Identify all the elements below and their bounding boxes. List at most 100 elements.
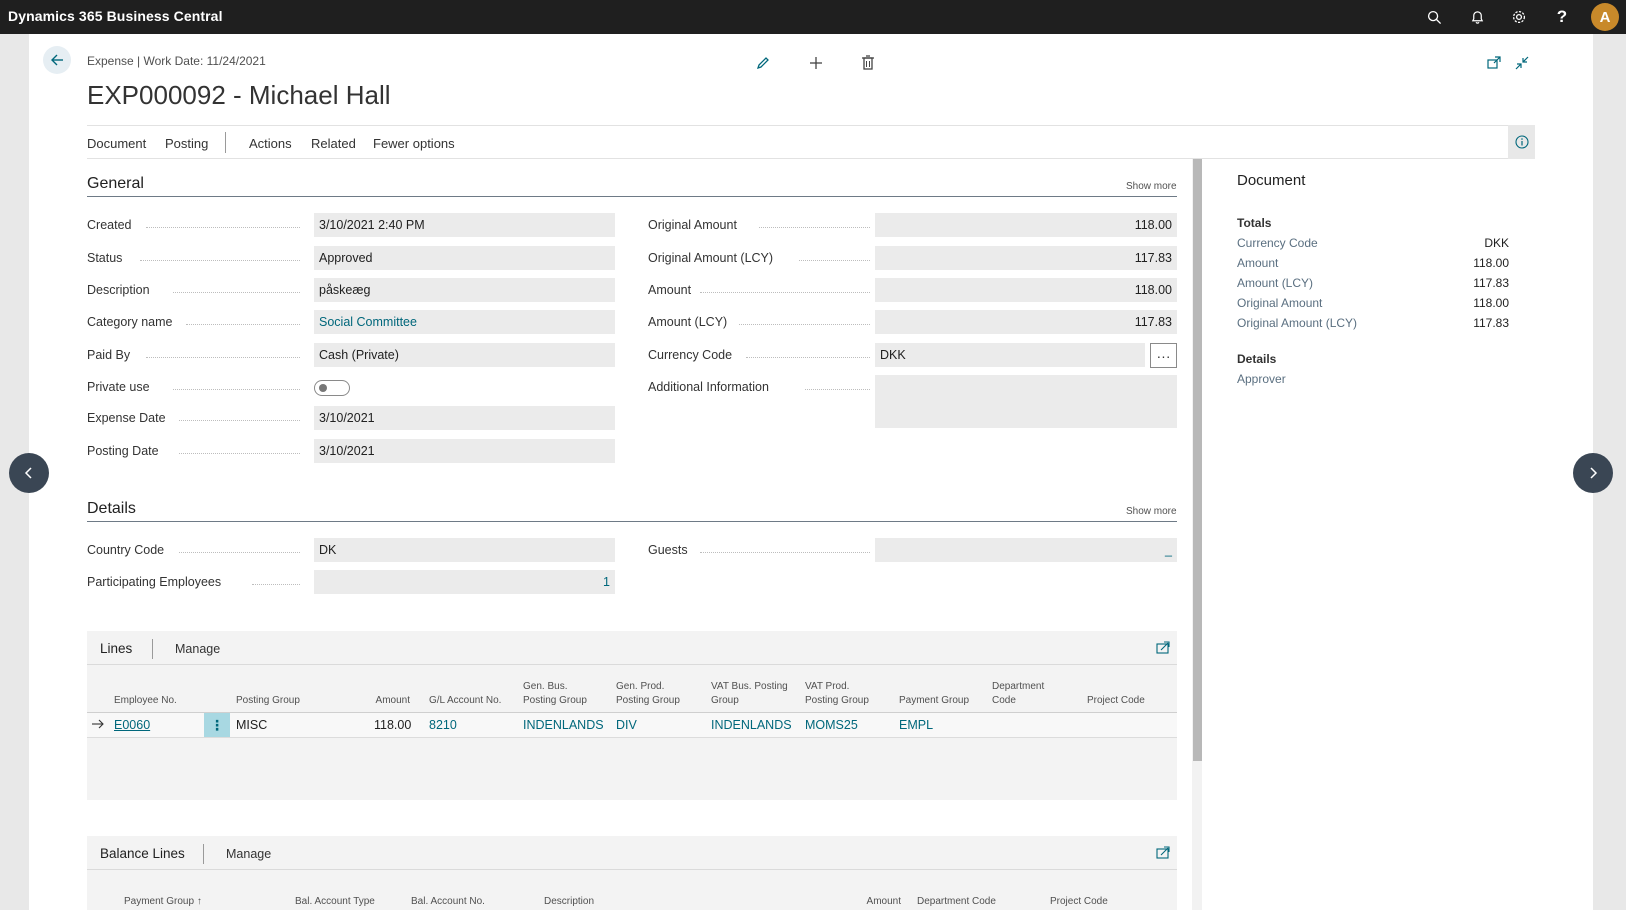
factbox-value[interactable]: 117.83 bbox=[1473, 316, 1509, 330]
field-value[interactable]: 3/10/2021 bbox=[314, 406, 615, 430]
private-use-toggle[interactable] bbox=[314, 380, 350, 396]
collapse-button[interactable] bbox=[1511, 52, 1533, 74]
factbox-toggle-button[interactable] bbox=[1508, 125, 1535, 159]
column-header[interactable]: Department Code bbox=[917, 896, 996, 907]
previous-record-button[interactable] bbox=[9, 453, 49, 493]
column-header[interactable]: Bal. Account Type bbox=[295, 896, 375, 907]
factbox-label: Amount bbox=[1237, 256, 1279, 270]
field-value[interactable]: 118.00 bbox=[875, 213, 1177, 237]
field-value[interactable] bbox=[875, 375, 1177, 428]
field-value[interactable]: 117.83 bbox=[875, 246, 1177, 270]
column-header[interactable]: Payment Group ↑ bbox=[124, 896, 202, 907]
column-header[interactable]: G/L Account No. bbox=[429, 694, 509, 708]
field-dots bbox=[798, 260, 870, 261]
column-header[interactable]: Bal. Account No. bbox=[411, 896, 485, 907]
table-cell[interactable]: DIV bbox=[616, 718, 637, 732]
column-header[interactable]: VAT Bus. Posting Group bbox=[711, 680, 791, 708]
column-header[interactable]: Employee No. bbox=[114, 694, 194, 708]
field-value[interactable]: _ bbox=[875, 538, 1177, 562]
action-separator bbox=[225, 132, 226, 153]
row-menu-button[interactable]: ⋮ bbox=[204, 713, 230, 737]
field-value[interactable]: påskeæg bbox=[314, 278, 615, 302]
bell-icon[interactable] bbox=[1464, 4, 1490, 30]
field-label: Posting Date bbox=[87, 444, 159, 458]
table-cell: MISC bbox=[236, 718, 268, 732]
field-value[interactable]: Cash (Private) bbox=[314, 343, 615, 367]
field-value[interactable]: 118.00 bbox=[875, 278, 1177, 302]
table-cell[interactable]: INDENLANDS bbox=[711, 718, 792, 732]
balance-lines-manage[interactable]: Manage bbox=[226, 847, 272, 861]
balance-lines-title[interactable]: Balance Lines bbox=[100, 846, 185, 861]
field-value[interactable]: DKK bbox=[875, 343, 1145, 367]
action-document[interactable]: Document bbox=[87, 136, 147, 151]
details-show-more[interactable]: Show more bbox=[1126, 506, 1177, 517]
action-fewer-options[interactable]: Fewer options bbox=[373, 136, 455, 151]
delete-button[interactable] bbox=[857, 52, 879, 74]
column-header[interactable]: Project Code bbox=[1050, 896, 1108, 907]
next-record-button[interactable] bbox=[1573, 453, 1613, 493]
lines-title[interactable]: Lines bbox=[100, 641, 133, 656]
field-label: Private use bbox=[87, 380, 150, 394]
row-selected-arrow-icon bbox=[91, 717, 105, 736]
currency-lookup-button[interactable]: ··· bbox=[1150, 343, 1177, 368]
column-header[interactable]: Payment Group bbox=[899, 694, 979, 708]
help-icon[interactable]: ? bbox=[1556, 7, 1568, 26]
field-dots bbox=[179, 420, 300, 421]
field-value[interactable]: Approved bbox=[314, 246, 615, 270]
field-value[interactable]: 117.83 bbox=[875, 310, 1177, 334]
general-section-divider bbox=[87, 196, 1177, 197]
table-cell[interactable]: 8210 bbox=[429, 718, 457, 732]
table-cell[interactable]: INDENLANDS bbox=[523, 718, 604, 732]
field-value[interactable]: 3/10/2021 bbox=[314, 439, 615, 463]
details-section-title[interactable]: Details bbox=[87, 500, 136, 517]
field-value[interactable]: DK bbox=[314, 538, 615, 562]
column-header[interactable]: Posting Group bbox=[236, 694, 336, 708]
expand-icon bbox=[1156, 846, 1170, 859]
column-header-line1: VAT Prod. bbox=[805, 681, 850, 692]
column-header[interactable]: Department Code bbox=[992, 680, 1072, 708]
factbox-label: Approver bbox=[1237, 372, 1286, 386]
trash-icon bbox=[862, 55, 874, 70]
scrollbar-thumb[interactable] bbox=[1193, 159, 1202, 761]
table-cell[interactable]: EMPL bbox=[899, 718, 934, 732]
column-header[interactable]: Amount bbox=[374, 694, 410, 708]
edit-button[interactable] bbox=[752, 52, 774, 74]
column-header-line2: Posting Group bbox=[805, 695, 869, 706]
field-value[interactable]: 3/10/2021 2:40 PM bbox=[314, 213, 615, 237]
plus-icon bbox=[810, 57, 822, 69]
column-header[interactable]: Gen. Prod. Posting Group bbox=[616, 680, 696, 708]
balance-lines-expand-button[interactable] bbox=[1156, 846, 1170, 865]
action-actions[interactable]: Actions bbox=[249, 136, 292, 151]
table-cell[interactable]: MOMS25 bbox=[805, 718, 858, 732]
factbox-title[interactable]: Document bbox=[1237, 172, 1306, 189]
table-cell[interactable]: E0060 bbox=[114, 718, 151, 732]
field-value[interactable]: 1 bbox=[314, 570, 615, 594]
field-value[interactable]: Social Committee bbox=[314, 310, 615, 334]
factbox-value[interactable]: 117.83 bbox=[1473, 276, 1509, 290]
field-label: Country Code bbox=[87, 543, 165, 557]
factbox-value[interactable]: DKK bbox=[1484, 236, 1509, 250]
avatar[interactable]: A bbox=[1591, 3, 1619, 31]
column-header[interactable]: Project Code bbox=[1087, 694, 1167, 708]
field-label: Status bbox=[87, 251, 123, 265]
column-header[interactable]: Description bbox=[544, 896, 595, 907]
back-button[interactable] bbox=[43, 46, 71, 74]
details-section-divider bbox=[87, 521, 1177, 522]
factbox-value[interactable]: 118.00 bbox=[1473, 296, 1509, 310]
new-button[interactable] bbox=[805, 52, 827, 74]
general-show-more[interactable]: Show more bbox=[1126, 181, 1177, 192]
action-related[interactable]: Related bbox=[311, 136, 356, 151]
open-new-window-button[interactable] bbox=[1483, 52, 1505, 74]
gear-icon[interactable] bbox=[1506, 4, 1532, 30]
lines-expand-button[interactable] bbox=[1156, 641, 1170, 660]
action-posting[interactable]: Posting bbox=[165, 136, 209, 151]
app-title[interactable]: Dynamics 365 Business Central bbox=[8, 8, 223, 24]
factbox-value[interactable]: 118.00 bbox=[1473, 256, 1509, 270]
search-icon[interactable] bbox=[1421, 4, 1447, 30]
column-header[interactable]: VAT Prod. Posting Group bbox=[805, 680, 885, 708]
table-row[interactable] bbox=[87, 713, 1177, 737]
column-header[interactable]: Gen. Bus. Posting Group bbox=[523, 680, 603, 708]
lines-manage[interactable]: Manage bbox=[175, 642, 221, 656]
column-header[interactable]: Amount bbox=[866, 896, 901, 907]
general-section-title[interactable]: General bbox=[87, 175, 144, 192]
